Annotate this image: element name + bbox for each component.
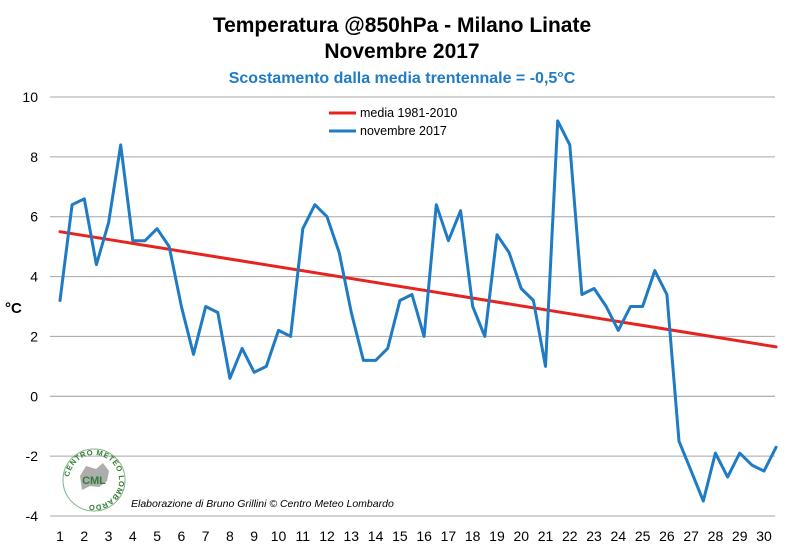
x-tick-label: 5 [153,528,161,544]
gridlines [50,97,775,516]
x-tick-label: 19 [489,528,505,544]
legend-label-media: media 1981-2010 [360,106,457,120]
y-tick-label: 6 [30,209,38,225]
chart-title: Temperatura @850hPa - Milano Linate [213,14,591,37]
x-tick-label: 15 [392,528,408,544]
x-tick-label: 25 [635,528,651,544]
x-tick-label: 8 [226,528,234,544]
x-tick-label: 13 [344,528,360,544]
legend: media 1981-2010 novembre 2017 [329,106,457,138]
x-tick-label: 27 [683,528,699,544]
y-tick-label: 4 [30,269,38,285]
y-tick-label: 10 [22,89,38,105]
y-tick-label: 2 [30,328,38,344]
series-lines [60,121,776,501]
x-tick-label: 14 [368,528,384,544]
x-tick-label: 24 [611,528,627,544]
x-tick-label: 16 [416,528,432,544]
credit-text: Elaborazione di Bruno Grillini © Centro … [131,498,394,510]
x-tick-label: 29 [732,528,748,544]
cml-logo: CENTRO METEO LOMBARDO CML [62,448,126,512]
y-tick-labels: -4 -2 0 2 4 6 8 10 [22,89,38,524]
y-tick-label: -2 [26,448,39,464]
chart-subtitle: Scostamento dalla media trentennale = -0… [229,70,576,87]
x-tick-label: 6 [177,528,185,544]
x-tick-label: 30 [756,528,772,544]
x-tick-label: 26 [659,528,675,544]
chart: Temperatura @850hPa - Milano Linate Nove… [0,0,800,549]
x-tick-label: 28 [708,528,724,544]
x-tick-label: 20 [513,528,529,544]
x-tick-label: 2 [80,528,88,544]
x-tick-labels: 1 2 3 4 5 6 7 8 9 10 11 12 13 14 15 16 17 18 19 20 21 22 23 24 2… [56,528,772,544]
chart-title-month: Novembre 2017 [324,40,479,63]
x-tick-label: 18 [465,528,481,544]
x-tick-label: 3 [105,528,113,544]
x-tick-label: 10 [271,528,287,544]
x-tick-label: 23 [586,528,602,544]
x-tick-label: 17 [441,528,457,544]
x-tick-label: 1 [56,528,64,544]
x-tick-label: 9 [250,528,258,544]
x-tick-label: 11 [295,528,310,544]
y-tick-label: -4 [26,508,39,524]
x-tick-label: 4 [129,528,137,544]
x-tick-label: 22 [562,528,578,544]
series-line-novembre [60,121,776,501]
x-tick-label: 12 [319,528,335,544]
x-tick-label: 7 [202,528,210,544]
y-tick-label: 0 [30,388,38,404]
y-axis-label: °C [5,300,22,317]
y-tick-label: 8 [30,149,38,165]
x-tick-label: 21 [538,528,554,544]
legend-label-novembre: novembre 2017 [360,124,447,138]
logo-core-text: CML [82,475,106,487]
